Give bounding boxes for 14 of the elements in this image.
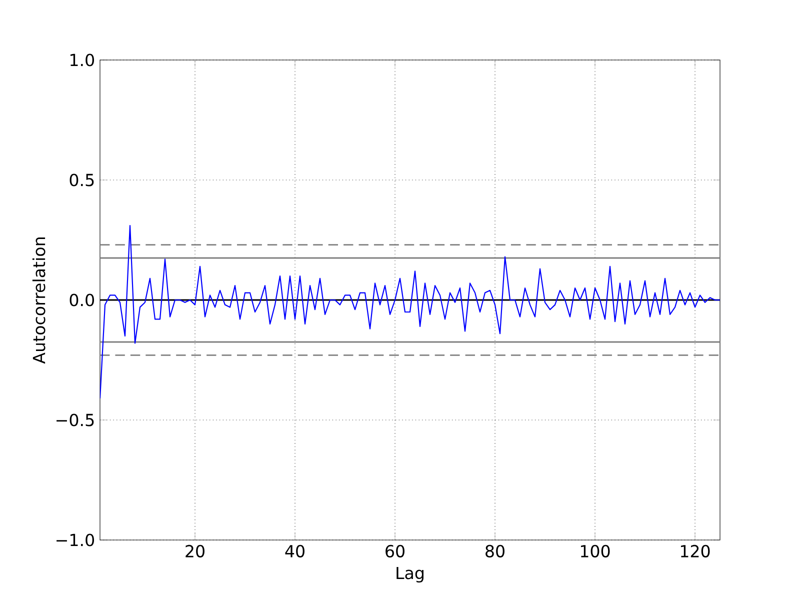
x-tick-label: 60: [386, 544, 404, 558]
y-tick-label: 0.0: [70, 294, 94, 306]
y-axis-title: Autocorrelation: [32, 238, 46, 364]
x-tick-label: 100: [580, 544, 610, 558]
x-tick-label: 120: [680, 544, 710, 558]
y-tick-label: −1.0: [56, 534, 94, 546]
x-axis-title: Lag: [396, 566, 424, 582]
y-tick-label: 1.0: [70, 54, 94, 66]
x-tick-label: 40: [285, 544, 304, 558]
y-tick-label: −0.5: [56, 414, 94, 426]
x-tick-label: 20: [186, 544, 204, 558]
line-series: [100, 225, 720, 399]
y-tick-label: 0.5: [70, 174, 94, 186]
x-tick-label: 80: [486, 544, 504, 558]
